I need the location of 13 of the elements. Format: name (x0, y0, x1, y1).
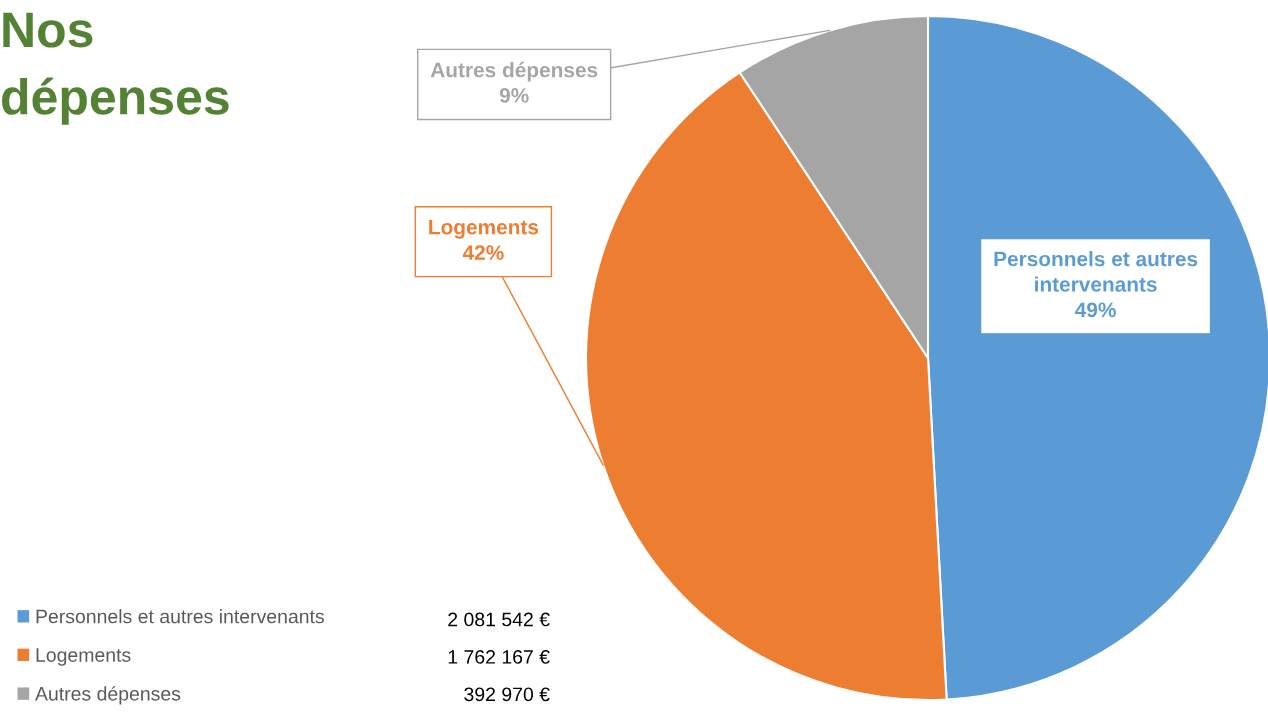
slice-label: Autres dépenses (430, 61, 598, 82)
data-label: 392 970 € (464, 687, 550, 702)
text: 9% (499, 88, 529, 103)
text: 42% (462, 245, 504, 260)
text: 49% (1075, 302, 1116, 318)
legend-label: Personnels et autres intervenants (36, 609, 324, 624)
text: Nos dépenses (2, 12, 229, 125)
legend-label: Autres dépenses (35, 686, 181, 705)
data-label: 1 762 167 € (448, 650, 550, 664)
legend-label: Logements (36, 648, 131, 666)
data-label: 2 081 542 € (448, 612, 550, 627)
slice-label: Logements (429, 219, 539, 239)
slice-label: Personnels et autres intervenants (994, 251, 1198, 292)
